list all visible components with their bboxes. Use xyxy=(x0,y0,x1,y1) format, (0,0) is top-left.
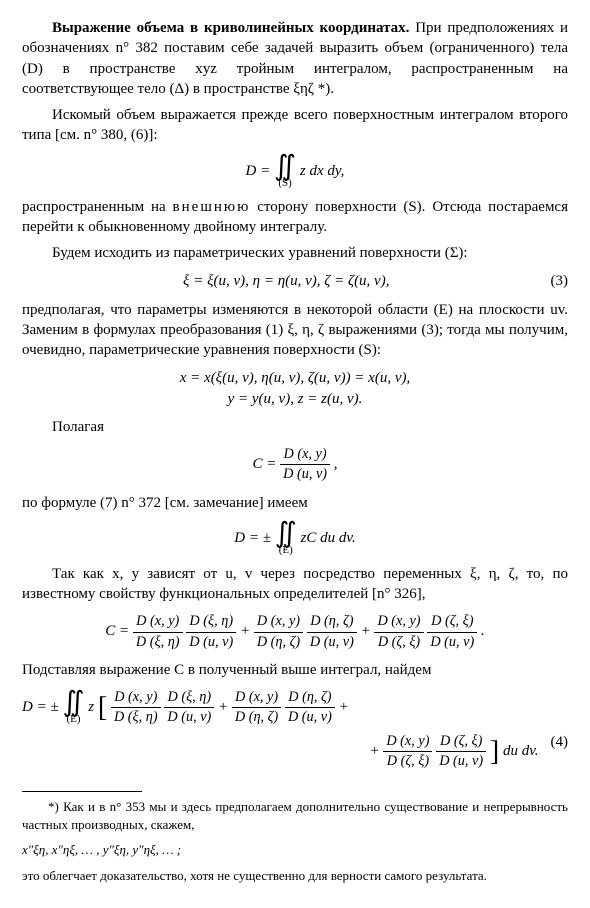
para-4: Будем исходить из параметрических уравне… xyxy=(22,243,568,263)
equation-volume-surface: D = ∬(S) z dx dy, xyxy=(22,154,568,189)
equation-C-def: C = D (x, y)D (u, v) , xyxy=(22,445,568,484)
para-5: предполагая, что параметры изменяются в … xyxy=(22,300,568,361)
p3-emph: внешнюю xyxy=(173,199,251,215)
eq1-integrand: z dx dy, xyxy=(300,162,345,178)
para-6: Полагая xyxy=(22,417,568,437)
eq1-lhs: D = xyxy=(246,162,271,178)
footnote-eq: x″ξη, x″ηξ, … , y″ξη, y″ηξ, … ; xyxy=(22,841,568,859)
para-3: распространенным на внешнюю сторону пове… xyxy=(22,197,568,238)
C-num: D (x, y) xyxy=(280,445,330,465)
eq4a: x = x(ξ(u, v), η(u, v), ζ(u, v)) = x(u, … xyxy=(22,368,568,388)
double-integral-icon: ∬(S) xyxy=(274,154,296,189)
footnote-1: *) Как и в n° 353 мы и здесь предполагае… xyxy=(22,798,568,833)
para-9: Подставляя выражение C в полученный выше… xyxy=(22,660,568,680)
para-2: Искомый объем выражается прежде всего по… xyxy=(22,105,568,146)
eq4-number: (4) xyxy=(551,732,569,752)
eq5-lhs: D = ± xyxy=(234,530,274,546)
footnote-2: это облегчает доказательство, хотя не су… xyxy=(22,867,568,885)
equation-C-expansion: C = D (x, y)D (ξ, η) D (ξ, η)D (u, v) + … xyxy=(22,612,568,651)
eq4b: y = y(u, v), z = z(u, v). xyxy=(22,389,568,409)
C-den: D (u, v) xyxy=(280,465,330,484)
para-1: Выражение объема в криволинейных координ… xyxy=(22,18,568,99)
double-integral-icon-2: ∬(E) xyxy=(275,521,297,556)
eq3-number: (3) xyxy=(551,271,569,291)
eq3-body: ξ = ξ(u, v), η = η(u, v), ζ = ζ(u, v), xyxy=(183,273,389,289)
equation-3: ξ = ξ(u, v), η = η(u, v), ζ = ζ(u, v), (… xyxy=(22,271,568,291)
equation-D-zC: D = ± ∬(E) zC du dv. xyxy=(22,521,568,556)
footnote-rule xyxy=(22,791,142,792)
double-integral-icon-3: ∬(E) xyxy=(62,690,84,725)
title-bold: Выражение объема в криволинейных координ… xyxy=(52,20,409,36)
equation-xyz-param: x = x(ξ(u, v), η(u, v), ζ(u, v)) = x(u, … xyxy=(22,368,568,409)
p3a: распространенным на xyxy=(22,199,173,215)
equation-4: D = ± ∬(E) z [ D (x, y)D (ξ, η) D (ξ, η)… xyxy=(22,688,568,771)
para-7: по формуле (7) n° 372 [см. замечание] им… xyxy=(22,493,568,513)
eq5-integrand: zC du dv. xyxy=(301,530,356,546)
para-8: Так как x, y зависят от u, v через посре… xyxy=(22,564,568,605)
